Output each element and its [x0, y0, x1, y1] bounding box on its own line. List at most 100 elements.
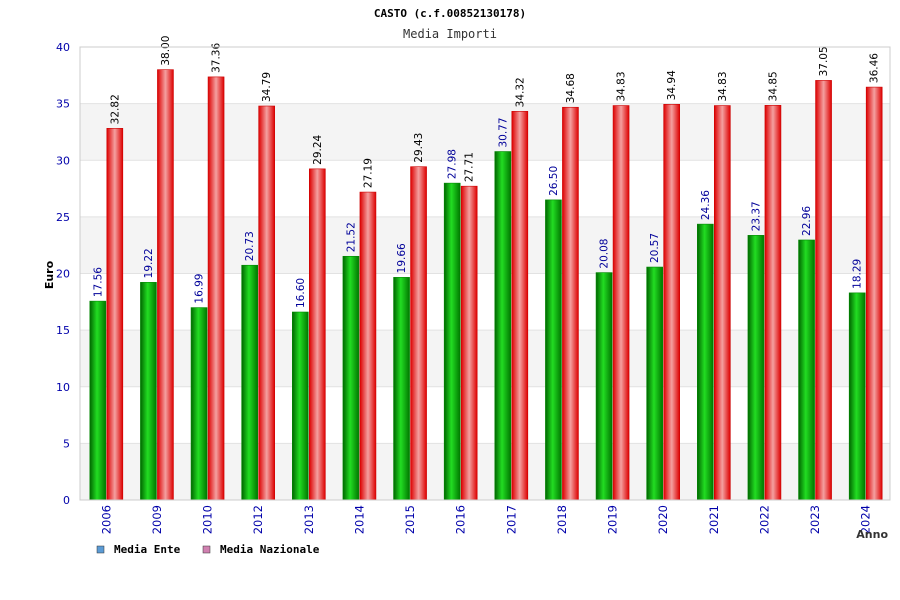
- bar-media-ente-2024: [848, 292, 866, 501]
- y-tick-label: 35: [56, 98, 70, 111]
- data-label: 20.08: [599, 239, 611, 269]
- legend-swatch-media-ente: [96, 545, 105, 554]
- bar-media-ente-2006: [89, 300, 107, 501]
- bar-media-nazionale-2019: [612, 105, 630, 501]
- x-tick-label: 2024: [859, 505, 873, 534]
- x-tick-label: 2012: [251, 505, 265, 534]
- bar-labels: 17.56 32.82 19.22 38.00 16.99 37.36 20.73 34.79…: [92, 36, 880, 308]
- data-label: 27.71: [464, 152, 476, 182]
- bar-media-nazionale-2010: [207, 76, 225, 501]
- bar-media-nazionale-2021: [714, 105, 731, 501]
- bar-media-nazionale-2006: [106, 128, 124, 501]
- bar-media-ente-2022: [747, 235, 765, 501]
- chart-subtitle: Media Importi: [403, 27, 497, 41]
- data-label: 34.32: [514, 77, 526, 107]
- bar-media-ente-2021: [697, 223, 714, 501]
- legend-label-media-nazionale: Media Nazionale: [220, 543, 320, 556]
- y-tick-label: 0: [63, 494, 70, 507]
- x-axis-ticks: 2006 2009 2010 2012 2013 2014 2015 2016 2017 2018…: [99, 505, 872, 534]
- bar-media-ente-2020: [646, 266, 663, 501]
- bar-media-ente-2009: [140, 282, 157, 501]
- x-tick-label: 2009: [150, 505, 164, 534]
- x-axis-label: Anno: [856, 528, 888, 541]
- x-tick-label: 2010: [201, 505, 215, 534]
- bar-media-ente-2010: [190, 307, 208, 501]
- data-label: 37.36: [211, 43, 223, 73]
- y-axis-ticks: 0 5 10 15 20 25 30 35 40: [56, 41, 70, 507]
- data-label: 20.73: [244, 231, 256, 261]
- data-label: 23.37: [750, 201, 762, 231]
- bar-media-ente-2023: [798, 239, 815, 501]
- bar-media-ente-2013: [292, 311, 309, 501]
- data-label: 24.36: [700, 190, 712, 220]
- bar-media-ente-2014: [342, 255, 360, 501]
- y-tick-label: 5: [63, 437, 70, 450]
- bar-media-nazionale-2013: [309, 168, 326, 501]
- x-tick-label: 2020: [656, 505, 670, 534]
- data-label: 34.83: [616, 71, 628, 101]
- legend: Media Ente Media Nazionale: [96, 543, 320, 556]
- legend-swatch-media-nazionale: [202, 545, 211, 554]
- data-label: 19.66: [396, 243, 408, 273]
- y-axis-label: Euro: [43, 260, 56, 289]
- legend-label-media-ente: Media Ente: [114, 543, 181, 556]
- x-tick-label: 2016: [454, 505, 468, 534]
- x-tick-label: 2023: [808, 505, 822, 534]
- data-label: 38.00: [160, 36, 172, 66]
- data-label: 34.94: [666, 70, 678, 100]
- data-label: 27.19: [362, 158, 374, 188]
- bar-media-ente-2016: [443, 182, 461, 501]
- x-tick-label: 2014: [352, 505, 366, 534]
- data-label: 16.60: [295, 278, 307, 308]
- data-label: 37.05: [818, 46, 830, 76]
- x-tick-label: 2018: [555, 505, 569, 534]
- bar-media-nazionale-2017: [511, 111, 529, 501]
- bar-media-ente-2019: [595, 272, 613, 501]
- x-tick-label: 2006: [99, 505, 113, 534]
- data-label: 34.85: [767, 71, 779, 101]
- bar-media-nazionale-2016: [460, 185, 478, 501]
- bar-media-nazionale-2012: [258, 105, 275, 501]
- x-tick-label: 2017: [504, 505, 518, 534]
- legend-item-media-nazionale: Media Nazionale: [202, 543, 320, 556]
- data-label: 16.99: [194, 274, 206, 304]
- data-label: 30.77: [497, 117, 509, 147]
- legend-item-media-ente: Media Ente: [96, 543, 181, 556]
- y-tick-label: 25: [56, 211, 70, 224]
- bar-media-nazionale-2009: [157, 69, 174, 501]
- y-tick-label: 10: [56, 381, 70, 394]
- data-label: 32.82: [109, 94, 121, 124]
- data-label: 17.56: [92, 267, 104, 297]
- bar-media-ente-2015: [393, 277, 410, 501]
- x-tick-label: 2021: [707, 505, 721, 534]
- bar-media-nazionale-2022: [764, 105, 782, 501]
- data-label: 27.98: [447, 149, 459, 179]
- bar-media-ente-2012: [241, 264, 258, 501]
- data-label: 34.79: [261, 72, 273, 102]
- data-label: 34.68: [565, 73, 577, 103]
- y-tick-label: 40: [56, 41, 70, 54]
- data-label: 29.24: [312, 134, 324, 164]
- data-label: 20.57: [649, 233, 661, 263]
- bar-media-nazionale-2018: [562, 106, 579, 501]
- bars: [89, 69, 883, 501]
- x-tick-label: 2015: [403, 505, 417, 534]
- data-label: 22.96: [801, 206, 813, 236]
- bar-media-nazionale-2023: [815, 80, 832, 501]
- data-label: 26.50: [548, 166, 560, 196]
- bar-media-ente-2017: [494, 151, 512, 501]
- bar-media-nazionale-2024: [865, 86, 883, 501]
- bar-media-ente-2018: [545, 199, 562, 501]
- data-label: 29.43: [413, 133, 425, 163]
- bar-media-nazionale-2020: [663, 104, 680, 501]
- bar-media-nazionale-2014: [359, 191, 377, 501]
- bar-media-nazionale-2015: [410, 166, 427, 501]
- y-tick-label: 15: [56, 324, 70, 337]
- plot-frame: [79, 46, 891, 501]
- data-label: 19.22: [143, 248, 155, 278]
- chart-title: CASTO (c.f.00852130178): [374, 7, 526, 20]
- data-label: 21.52: [345, 222, 357, 252]
- x-tick-label: 2013: [302, 505, 316, 534]
- data-label: 18.29: [852, 259, 864, 289]
